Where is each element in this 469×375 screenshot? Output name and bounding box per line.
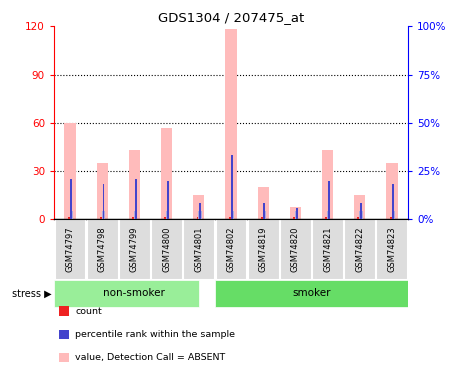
- Bar: [386, 163, 398, 219]
- Bar: [392, 184, 394, 219]
- Text: GSM74798: GSM74798: [98, 226, 107, 272]
- Bar: [257, 187, 269, 219]
- Bar: [263, 211, 266, 219]
- Bar: [193, 195, 204, 219]
- Bar: [129, 150, 140, 219]
- Bar: [68, 217, 70, 219]
- Bar: [135, 179, 136, 219]
- Bar: [197, 217, 198, 219]
- Bar: [295, 208, 298, 219]
- Bar: [360, 203, 362, 219]
- Bar: [166, 211, 169, 219]
- Text: GSM74799: GSM74799: [130, 226, 139, 272]
- Bar: [216, 219, 246, 279]
- Text: GSM74819: GSM74819: [259, 226, 268, 272]
- Text: GSM74820: GSM74820: [291, 226, 300, 272]
- Text: non-smoker: non-smoker: [104, 288, 166, 298]
- Bar: [164, 217, 166, 219]
- Bar: [132, 217, 134, 219]
- Text: GSM74823: GSM74823: [387, 226, 396, 272]
- Text: value, Detection Call = ABSENT: value, Detection Call = ABSENT: [75, 353, 225, 362]
- Bar: [161, 128, 172, 219]
- Bar: [293, 217, 295, 219]
- Bar: [70, 179, 72, 219]
- Bar: [344, 219, 375, 279]
- Bar: [295, 211, 298, 219]
- Bar: [231, 211, 234, 219]
- Bar: [290, 207, 301, 219]
- Bar: [229, 217, 231, 219]
- Bar: [97, 163, 108, 219]
- Bar: [322, 150, 333, 219]
- Bar: [231, 155, 233, 219]
- Text: smoker: smoker: [292, 288, 331, 298]
- Bar: [54, 219, 85, 279]
- Text: GSM74800: GSM74800: [162, 226, 171, 272]
- Bar: [151, 219, 182, 279]
- Bar: [167, 181, 169, 219]
- Bar: [261, 217, 263, 219]
- Bar: [134, 211, 137, 219]
- Bar: [359, 211, 363, 219]
- Bar: [199, 203, 201, 219]
- Bar: [312, 219, 343, 279]
- Text: GSM74821: GSM74821: [323, 226, 332, 272]
- Bar: [390, 217, 392, 219]
- Bar: [102, 211, 105, 219]
- Bar: [119, 219, 150, 279]
- Bar: [357, 217, 359, 219]
- Bar: [248, 219, 279, 279]
- Text: GSM74802: GSM74802: [227, 226, 235, 272]
- Text: GSM74801: GSM74801: [194, 226, 203, 272]
- Bar: [87, 219, 118, 279]
- Bar: [70, 211, 73, 219]
- Bar: [64, 123, 76, 219]
- Bar: [264, 203, 265, 219]
- Bar: [328, 181, 330, 219]
- Bar: [392, 211, 395, 219]
- Bar: [327, 211, 331, 219]
- Bar: [183, 219, 214, 279]
- Bar: [377, 219, 408, 279]
- Text: GSM74797: GSM74797: [66, 226, 75, 272]
- Text: stress ▶: stress ▶: [12, 288, 52, 298]
- Bar: [354, 195, 365, 219]
- Title: GDS1304 / 207475_at: GDS1304 / 207475_at: [158, 11, 304, 24]
- Bar: [103, 184, 105, 219]
- Text: count: count: [75, 307, 102, 316]
- Bar: [54, 280, 199, 307]
- Bar: [100, 217, 102, 219]
- Bar: [280, 219, 311, 279]
- Text: percentile rank within the sample: percentile rank within the sample: [75, 330, 235, 339]
- Bar: [215, 280, 408, 307]
- Bar: [325, 217, 327, 219]
- Bar: [225, 30, 237, 219]
- Text: GSM74822: GSM74822: [355, 226, 364, 272]
- Bar: [198, 211, 202, 219]
